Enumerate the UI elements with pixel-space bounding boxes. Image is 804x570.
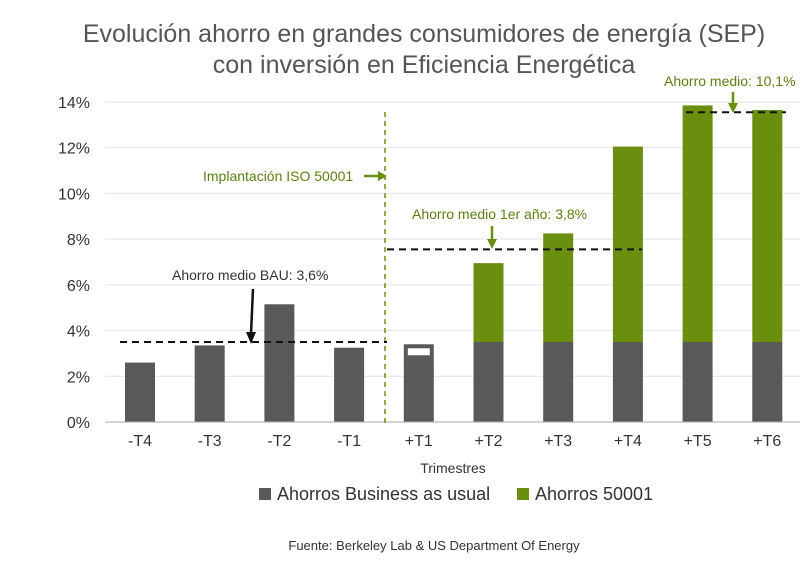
bar-bau bbox=[473, 342, 504, 422]
y-tick-label: 8% bbox=[67, 232, 90, 249]
bar-bau bbox=[125, 362, 155, 422]
bar-bau bbox=[403, 344, 434, 422]
bars bbox=[125, 105, 783, 422]
legend-label-50001: Ahorros 50001 bbox=[535, 484, 653, 504]
bar-bau bbox=[264, 304, 295, 422]
legend-swatch-bau bbox=[259, 488, 271, 500]
bar-bau bbox=[334, 347, 365, 422]
x-tick-label: +T4 bbox=[614, 433, 642, 450]
bar-bau bbox=[612, 342, 643, 422]
iso-implementation-label: Implantación ISO 50001 bbox=[203, 168, 353, 184]
first-year-average-label: Ahorro medio 1er año: 3,8% bbox=[412, 206, 587, 222]
y-axis-ticks: 0% 2% 4% 6% 8% 10% 12% 14% bbox=[58, 95, 90, 432]
y-tick-label: 0% bbox=[67, 415, 90, 432]
legend-label-bau: Ahorros Business as usual bbox=[277, 484, 490, 504]
first-year-arrow-icon bbox=[487, 239, 497, 249]
bar-50001 bbox=[752, 110, 783, 342]
bau-average-label: Ahorro medio BAU: 3,6% bbox=[172, 267, 328, 283]
x-tick-label: +T3 bbox=[544, 433, 572, 450]
bau-arrow-icon bbox=[246, 332, 256, 344]
gridlines bbox=[105, 101, 800, 377]
bar-bau bbox=[543, 342, 574, 422]
x-tick-label: +T2 bbox=[474, 433, 502, 450]
y-tick-label: 12% bbox=[58, 141, 90, 158]
legend-swatch-50001 bbox=[517, 488, 529, 500]
bar-50001 bbox=[473, 263, 504, 342]
y-tick-label: 14% bbox=[58, 95, 90, 112]
x-tick-label: -T3 bbox=[198, 433, 222, 450]
x-tick-label: +T5 bbox=[684, 433, 712, 450]
iso-arrow-icon bbox=[378, 171, 387, 181]
bar-bau bbox=[752, 342, 783, 422]
bar-50001 bbox=[543, 233, 574, 342]
bau-arrow-shaft bbox=[249, 288, 255, 335]
y-tick-label: 4% bbox=[67, 324, 90, 341]
mean-arrow-icon bbox=[728, 103, 738, 113]
y-tick-label: 2% bbox=[67, 369, 90, 386]
x-tick-label: +T1 bbox=[405, 433, 433, 450]
chart-title-line-2: con inversión en Eficiencia Energética bbox=[213, 51, 636, 79]
bar-50001 bbox=[612, 146, 643, 342]
bar-bau bbox=[194, 345, 225, 422]
x-axis-label: Trimestres bbox=[420, 460, 486, 476]
x-axis-ticks: -T4 -T3 -T2 -T1 +T1 +T2 +T3 +T4 +T5 +T6 bbox=[128, 433, 781, 450]
x-tick-label: -T4 bbox=[128, 433, 152, 450]
source-note: Fuente: Berkeley Lab & US Department Of … bbox=[288, 538, 580, 553]
bar-50001 bbox=[682, 105, 713, 342]
chart-title-line-1: Evolución ahorro en grandes consumidores… bbox=[83, 20, 765, 48]
x-tick-label: -T1 bbox=[337, 433, 361, 450]
y-tick-label: 10% bbox=[58, 186, 90, 203]
y-tick-label: 6% bbox=[67, 278, 90, 295]
mean-average-label: Ahorro medio: 10,1% bbox=[664, 73, 796, 89]
bar-bau bbox=[682, 342, 713, 422]
bar-highlight bbox=[407, 348, 430, 356]
x-tick-label: +T6 bbox=[753, 433, 781, 450]
x-tick-label: -T2 bbox=[267, 433, 291, 450]
